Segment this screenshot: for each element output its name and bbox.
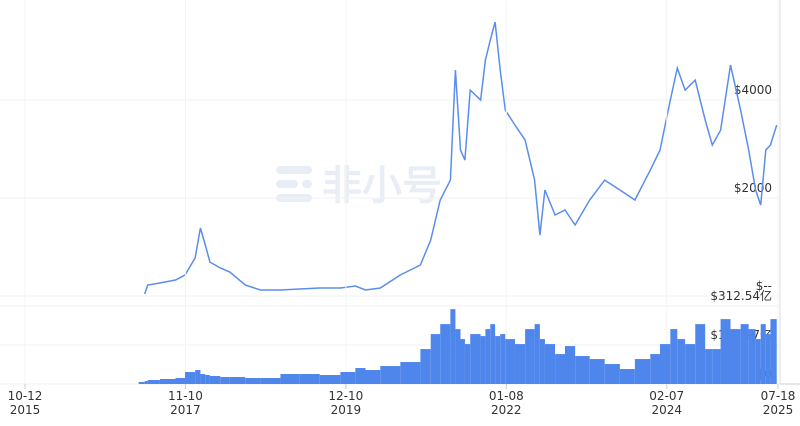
volume-bar — [464, 344, 471, 384]
volume-bar — [480, 336, 486, 384]
y-tick-label: $4000 — [734, 83, 772, 97]
x-tick-date: 02-07 — [649, 389, 684, 403]
volume-bar — [380, 366, 401, 384]
volume-bar — [159, 379, 176, 384]
x-tick-year: 2017 — [170, 403, 201, 417]
volume-bar — [200, 374, 206, 384]
volume-bar — [670, 329, 678, 384]
volume-bar — [319, 375, 341, 384]
volume-bar — [544, 344, 556, 384]
volume-bar — [220, 377, 230, 384]
volume-bar — [748, 329, 756, 384]
volume-bar — [575, 356, 590, 384]
x-tick-label: 11-10 2017 — [168, 389, 203, 417]
volume-bar — [195, 370, 201, 384]
volume-bar — [730, 329, 741, 384]
volume-bar — [490, 324, 496, 384]
x-tick-year: 2022 — [491, 403, 522, 417]
volume-bar — [695, 324, 706, 384]
volume-bar — [500, 334, 506, 384]
volume-bar — [420, 349, 431, 384]
volume-bar — [185, 372, 196, 384]
volume-bar — [245, 378, 261, 384]
volume-bar — [175, 378, 186, 384]
volume-bar — [470, 334, 481, 384]
volume-bar — [400, 362, 421, 384]
volume-bar — [685, 344, 696, 384]
watermark: 非小号 — [322, 163, 442, 209]
volume-bar — [147, 380, 160, 384]
volume-bar — [770, 319, 777, 384]
x-tick-date: 11-10 — [168, 389, 203, 403]
volume-bar — [720, 319, 731, 384]
x-tick-date: 01-08 — [489, 389, 524, 403]
x-tick-year: 2019 — [331, 403, 362, 417]
volume-bar — [539, 339, 545, 384]
volume-bar — [650, 354, 660, 384]
volume-bar — [589, 359, 605, 384]
volume-bar — [430, 334, 441, 384]
volume-bar — [705, 349, 713, 384]
volume-bar — [525, 329, 535, 384]
x-tick-label: 02-07 2024 — [649, 389, 684, 417]
volume-bar — [634, 359, 651, 384]
volume-bar — [765, 334, 771, 384]
volume-bar — [209, 376, 221, 384]
y-tick-label: $2000 — [734, 181, 772, 195]
volume-bar — [460, 339, 465, 384]
y-tick-label: $-- — [756, 279, 772, 293]
volume-bar — [450, 309, 456, 384]
volume-bar — [677, 339, 686, 384]
volume-bar — [564, 346, 576, 384]
x-tick-year: 2024 — [651, 403, 682, 417]
volume-bar — [144, 381, 148, 384]
y-tick-label: $312.54亿 — [710, 288, 772, 303]
volume-bar — [604, 364, 620, 384]
volume-bar — [138, 382, 145, 384]
volume-bar — [740, 324, 749, 384]
volume-bar — [659, 344, 671, 384]
x-tick-date: 12-10 — [328, 389, 363, 403]
price-line — [143, 21, 778, 295]
volume-bar — [280, 374, 300, 384]
volume-bar — [229, 377, 246, 384]
volume-bar — [514, 344, 526, 384]
x-tick-date: 07-18 — [761, 389, 796, 403]
x-tick-year: 2015 — [10, 403, 41, 417]
volume-bar — [755, 339, 761, 384]
volume-bar — [619, 369, 635, 384]
volume-bar — [205, 375, 210, 384]
volume-bar — [299, 374, 320, 384]
volume-bar — [340, 372, 356, 384]
volume-bar — [712, 349, 721, 384]
volume-bar — [365, 370, 381, 384]
watermark-logo — [276, 166, 312, 202]
volume-bar — [760, 324, 766, 384]
volume-bar — [505, 339, 515, 384]
volume-bar — [485, 329, 491, 384]
volume-bar — [555, 354, 565, 384]
x-tick-label: 01-08 2022 — [489, 389, 524, 417]
volume-bar — [440, 324, 451, 384]
volume-bar — [495, 336, 501, 384]
x-tick-label: 10-12 2015 — [8, 389, 43, 417]
x-tick-label: 12-10 2019 — [328, 389, 363, 417]
volume-bar — [260, 378, 281, 384]
volume-bar — [355, 368, 366, 384]
x-tick-date: 10-12 — [8, 389, 43, 403]
volume-bar — [455, 329, 461, 384]
x-tick-year: 2025 — [763, 403, 794, 417]
volume-bar — [534, 324, 540, 384]
x-tick-label: 07-18 2025 — [761, 389, 796, 417]
